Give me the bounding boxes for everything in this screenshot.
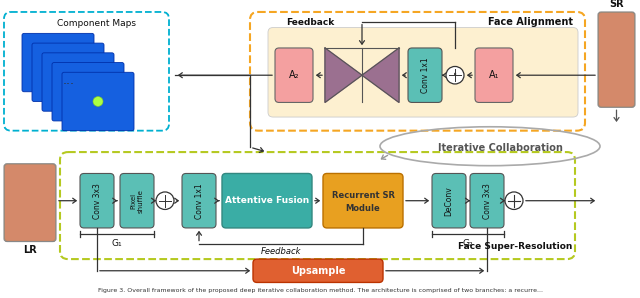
Polygon shape	[325, 48, 362, 103]
Text: LR: LR	[23, 245, 37, 255]
FancyBboxPatch shape	[42, 53, 114, 111]
Circle shape	[63, 67, 73, 77]
FancyBboxPatch shape	[599, 13, 634, 106]
Text: Face Super-Resolution: Face Super-Resolution	[458, 242, 572, 251]
Circle shape	[505, 192, 523, 209]
Text: Conv 3x3: Conv 3x3	[93, 183, 102, 219]
FancyBboxPatch shape	[470, 173, 504, 228]
FancyBboxPatch shape	[4, 164, 56, 242]
Text: DeConv: DeConv	[445, 186, 454, 215]
FancyBboxPatch shape	[432, 173, 466, 228]
Text: A₁: A₁	[489, 70, 499, 80]
Text: Conv 1x1: Conv 1x1	[195, 183, 204, 218]
Text: Upsample: Upsample	[291, 266, 345, 276]
FancyBboxPatch shape	[275, 48, 313, 103]
FancyBboxPatch shape	[408, 48, 442, 103]
Circle shape	[156, 192, 174, 209]
Text: Conv 1x1: Conv 1x1	[420, 58, 429, 93]
FancyBboxPatch shape	[222, 173, 312, 228]
Circle shape	[83, 87, 93, 97]
Circle shape	[53, 58, 63, 67]
FancyBboxPatch shape	[80, 173, 114, 228]
FancyBboxPatch shape	[32, 43, 104, 102]
FancyBboxPatch shape	[598, 12, 635, 107]
Circle shape	[93, 97, 103, 106]
FancyBboxPatch shape	[268, 27, 578, 117]
FancyBboxPatch shape	[182, 173, 216, 228]
Text: G₂: G₂	[463, 239, 474, 248]
Polygon shape	[362, 48, 399, 103]
Text: Feedback: Feedback	[286, 18, 334, 27]
FancyBboxPatch shape	[62, 72, 134, 131]
Text: Figure 3. Overall framework of the proposed deep iterative collaboration method.: Figure 3. Overall framework of the propo…	[97, 288, 543, 293]
FancyBboxPatch shape	[52, 63, 124, 121]
FancyBboxPatch shape	[120, 173, 154, 228]
FancyBboxPatch shape	[323, 173, 403, 228]
FancyBboxPatch shape	[5, 165, 55, 240]
Text: Feedback: Feedback	[260, 247, 301, 256]
Text: Component Maps: Component Maps	[57, 19, 136, 28]
Text: G₁: G₁	[112, 239, 122, 248]
Text: ·: ·	[452, 66, 458, 85]
Text: Face Alignment: Face Alignment	[488, 17, 573, 27]
Text: Conv 3x3: Conv 3x3	[483, 183, 492, 219]
Text: Iterative Collaboration: Iterative Collaboration	[438, 143, 563, 153]
Circle shape	[73, 77, 83, 87]
FancyBboxPatch shape	[475, 48, 513, 103]
FancyBboxPatch shape	[253, 259, 383, 283]
Text: Pixel
shuffle: Pixel shuffle	[131, 189, 143, 213]
Text: ...: ...	[63, 74, 75, 87]
Text: SR: SR	[609, 0, 624, 9]
Text: A₂: A₂	[289, 70, 300, 80]
Circle shape	[446, 66, 464, 84]
Text: Recurrent SR: Recurrent SR	[332, 191, 394, 200]
Text: Module: Module	[346, 204, 380, 213]
FancyBboxPatch shape	[22, 33, 94, 92]
Text: Attentive Fusion: Attentive Fusion	[225, 196, 309, 205]
